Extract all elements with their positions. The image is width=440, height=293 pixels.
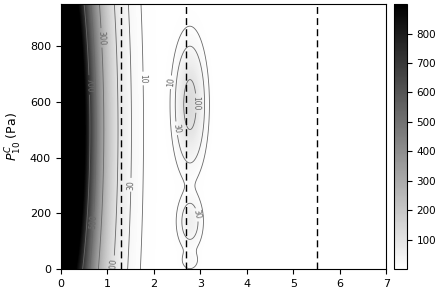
Text: 100: 100 (109, 258, 119, 273)
Text: 30: 30 (172, 123, 182, 134)
Text: 30: 30 (192, 209, 203, 220)
Text: 700: 700 (84, 77, 94, 92)
Y-axis label: $P^C_{10}$ (Pa): $P^C_{10}$ (Pa) (4, 112, 24, 161)
Text: 300: 300 (96, 30, 106, 45)
Text: 30: 30 (126, 180, 136, 190)
Text: 10: 10 (166, 77, 176, 88)
Text: 10: 10 (139, 74, 148, 84)
Text: 500: 500 (88, 214, 98, 229)
Text: 100: 100 (191, 96, 201, 110)
